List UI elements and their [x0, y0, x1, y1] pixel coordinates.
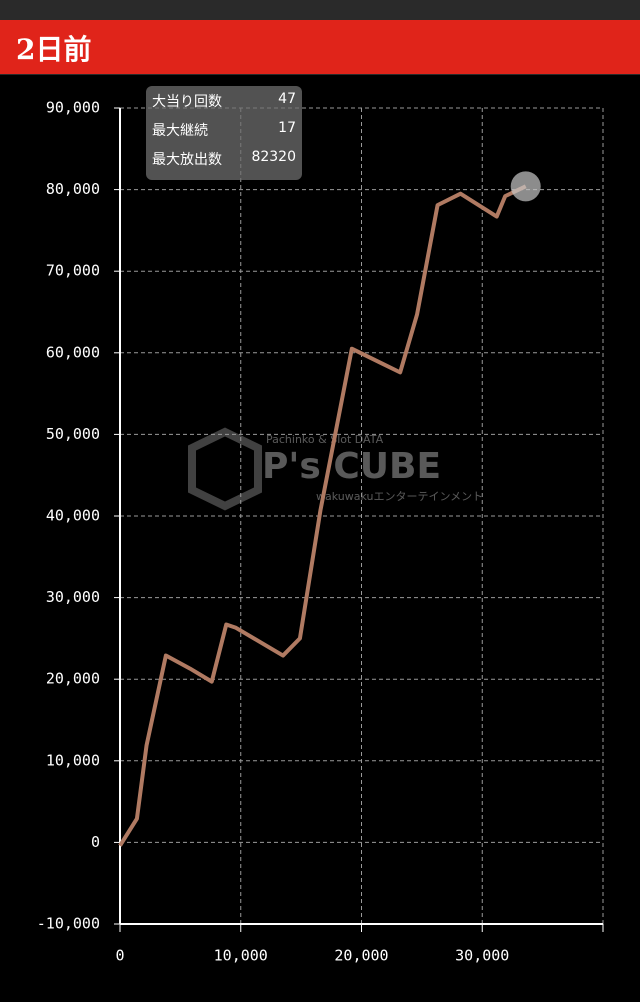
stats-label: 最大継続: [152, 123, 208, 139]
watermark-tagline: Pachinko & Slot DATA: [266, 433, 384, 446]
x-tick-label: 30,000: [455, 947, 509, 965]
y-tick-label: -10,000: [37, 915, 100, 933]
last-point: [510, 171, 541, 202]
stats-row: 大当り回数 47: [152, 91, 296, 111]
y-tick-label: 90,000: [46, 99, 100, 117]
y-tick-label: 70,000: [46, 262, 100, 280]
stats-value: 82320: [251, 149, 296, 165]
series-line: [118, 184, 527, 847]
header: 2日前: [0, 0, 640, 75]
watermark-logo: [188, 427, 262, 511]
header-title: 2日前: [16, 33, 92, 66]
y-tick-label: 10,000: [46, 751, 100, 769]
y-tick-label: 60,000: [46, 343, 100, 361]
watermark: Pachinko & Slot DATA P's CUBE wakuwakuエン…: [188, 427, 483, 511]
x-tick-label: 0: [115, 947, 124, 965]
stats-row: 最大放出数 82320: [152, 149, 296, 169]
y-tick-label: 0: [91, 833, 100, 851]
x-tick-label: 20,000: [334, 947, 388, 965]
stats-row: 最大継続 17: [152, 120, 296, 140]
y-tick-label: 40,000: [46, 507, 100, 525]
y-tick-label: 30,000: [46, 588, 100, 606]
y-tick-label: 20,000: [46, 670, 100, 688]
stats-value: 17: [278, 120, 296, 136]
stats-label: 大当り回数: [152, 94, 222, 110]
header-bar: [0, 20, 640, 74]
stats-label: 最大放出数: [152, 152, 222, 168]
x-tick-label: 10,000: [214, 947, 268, 965]
watermark-brand: P's CUBE: [262, 446, 441, 487]
watermark-company: wakuwakuエンターテインメント: [316, 490, 483, 503]
y-tick-label: 50,000: [46, 425, 100, 443]
stats-value: 47: [278, 91, 296, 107]
stats-box: 大当り回数 47 最大継続 17 最大放出数 82320: [146, 86, 302, 180]
y-tick-label: 80,000: [46, 180, 100, 198]
